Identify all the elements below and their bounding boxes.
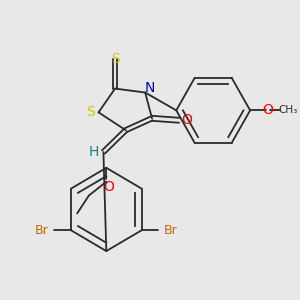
Text: Br: Br (164, 224, 178, 237)
Text: S: S (111, 52, 119, 66)
Text: O: O (103, 180, 114, 194)
Text: O: O (182, 113, 192, 127)
Text: CH₃: CH₃ (278, 105, 298, 116)
Text: N: N (145, 81, 155, 94)
Text: O: O (262, 103, 273, 117)
Text: S: S (86, 105, 95, 119)
Text: H: H (88, 145, 99, 159)
Text: Br: Br (35, 224, 49, 237)
